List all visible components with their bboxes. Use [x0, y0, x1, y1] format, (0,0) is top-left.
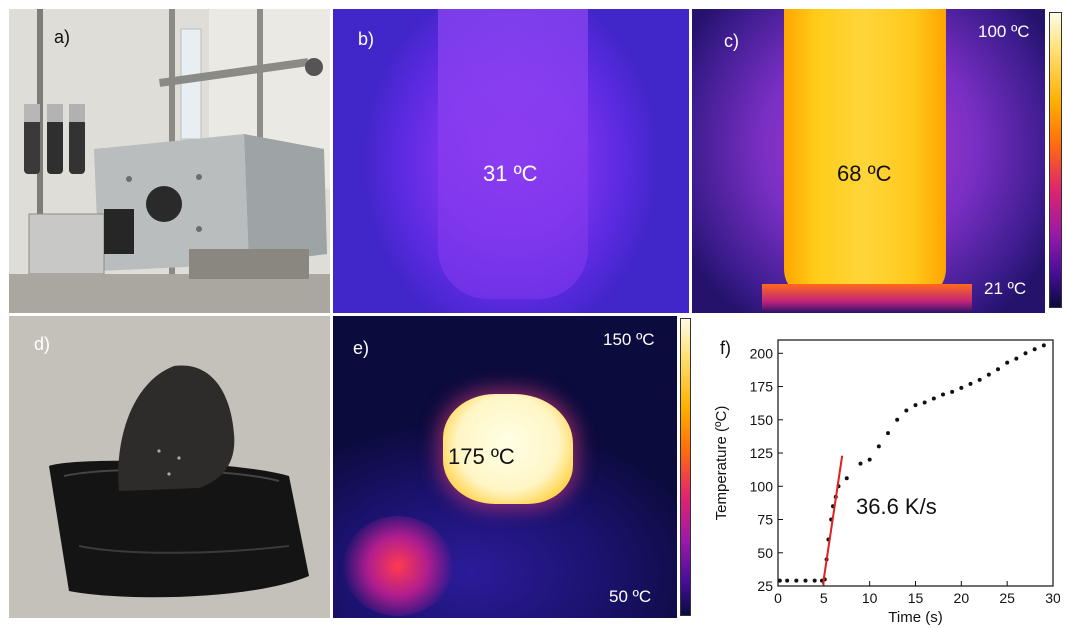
scale-min-label: 50 ºC	[609, 587, 652, 606]
vessel-hot	[784, 9, 946, 299]
colorbar-e	[680, 318, 691, 616]
hot-sample	[443, 394, 573, 504]
data-point	[950, 389, 955, 394]
colorbar-c	[1049, 12, 1062, 308]
panel-a-photo: a)	[9, 9, 330, 313]
data-point	[986, 372, 991, 377]
data-point	[785, 578, 790, 583]
panel-label: c)	[724, 31, 739, 51]
panel-label: e)	[353, 338, 370, 358]
data-point	[1005, 360, 1010, 365]
data-point	[844, 476, 849, 481]
x-tick-label: 20	[954, 590, 970, 606]
panel-label: a)	[54, 27, 71, 47]
data-point	[867, 457, 872, 462]
panel-b-thermal: b) 31 ºC	[333, 9, 689, 313]
panel-label: b)	[358, 29, 375, 49]
scale-min-label: 21 ºC	[984, 279, 1027, 298]
temperature-readout: 31 ºC	[483, 161, 538, 186]
y-tick-label: 175	[750, 379, 774, 395]
scale-max-label: 100 ºC	[978, 22, 1030, 41]
data-point	[904, 408, 909, 413]
y-axis-label: Temperature (ºC)	[713, 406, 730, 521]
x-tick-label: 25	[999, 590, 1015, 606]
data-point	[996, 367, 1000, 372]
fit-line	[821, 455, 844, 585]
temperature-chart: 0 5 10 15 20 25 30 25 50 75 100 125 150 175 200 Time (…	[713, 338, 1060, 626]
panel-label: f)	[720, 338, 731, 358]
data-point	[895, 417, 900, 422]
data-point	[777, 578, 782, 583]
data-point	[1023, 351, 1028, 356]
data-point	[968, 381, 973, 386]
slope-annotation: 36.6 K/s	[856, 494, 937, 519]
plot-frame	[777, 339, 1054, 587]
data-point	[812, 578, 817, 583]
data-point	[803, 578, 808, 583]
panel-e-thermal: e) 175 ºC 150 ºC 50 ºC	[333, 316, 677, 618]
data-point	[886, 431, 890, 436]
y-tick-label: 25	[757, 578, 773, 594]
temperature-readout: 175 ºC	[448, 444, 515, 469]
panel-d-photo: d)	[9, 316, 330, 618]
x-tick-label: 5	[820, 590, 828, 606]
data-point	[1041, 343, 1046, 348]
temperature-readout: 68 ºC	[837, 161, 892, 186]
x-tick-label: 0	[774, 590, 782, 606]
vessel-glow	[438, 9, 588, 299]
x-tick-label: 30	[1045, 590, 1060, 606]
data-point	[913, 403, 918, 408]
data-point	[1032, 347, 1037, 352]
data-point	[794, 578, 799, 583]
y-tick-label: 150	[750, 412, 774, 428]
vessel-base	[762, 284, 972, 313]
panel-label: d)	[34, 334, 51, 354]
y-tick-label: 50	[757, 545, 773, 561]
x-axis-label: Time (s)	[888, 609, 942, 626]
scale-max-label: 150 ºC	[603, 330, 655, 349]
panel-f-chart: 0 5 10 15 20 25 30 25 50 75 100 125 150 175 200 Time (…	[696, 316, 1060, 626]
data-point	[858, 461, 863, 466]
y-tick-label: 75	[757, 512, 773, 528]
data-point	[876, 444, 881, 449]
data-point	[941, 392, 945, 397]
y-tick-label: 125	[750, 445, 774, 461]
glow-blob	[343, 516, 453, 616]
rig-photo-drawing	[9, 9, 330, 313]
x-tick-label: 15	[908, 590, 924, 606]
sample-photo-drawing	[9, 316, 330, 618]
data-point	[959, 385, 964, 390]
data-point	[977, 377, 982, 382]
data-point	[931, 396, 936, 401]
y-tick-label: 200	[750, 345, 774, 361]
panel-c-thermal: c) 68 ºC 100 ºC 21 ºC	[692, 9, 1045, 313]
y-tick-label: 100	[750, 478, 774, 494]
data-point	[922, 400, 927, 405]
data-point	[1014, 356, 1019, 361]
x-tick-label: 10	[862, 590, 878, 606]
